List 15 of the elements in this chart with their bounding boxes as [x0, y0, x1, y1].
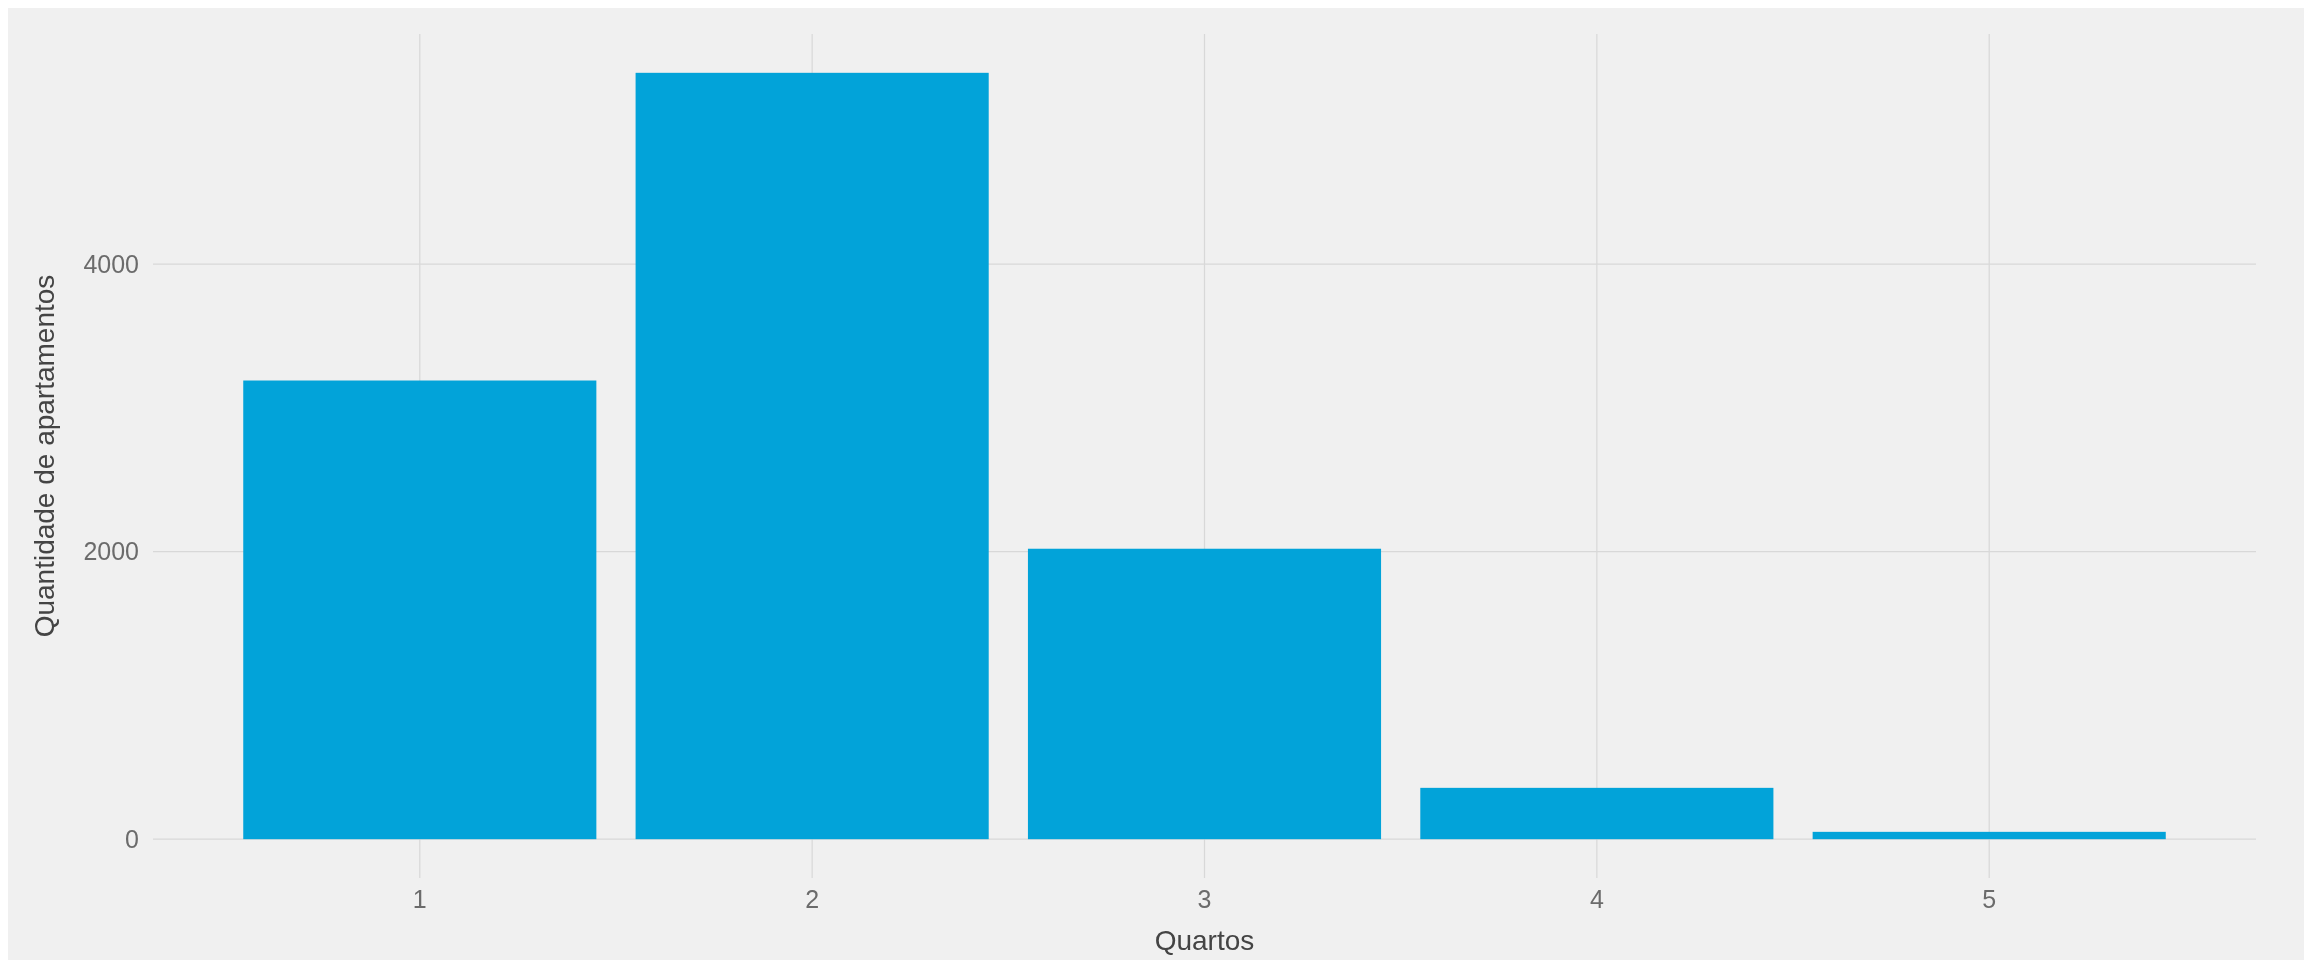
bar — [635, 72, 989, 840]
x-tick-label: 2 — [805, 885, 820, 913]
x-tick-label: 3 — [1197, 885, 1212, 913]
x-tick-label: 1 — [412, 885, 427, 913]
y-tick-label: 2000 — [83, 537, 139, 566]
bar — [1812, 831, 2166, 840]
bar — [1027, 548, 1382, 840]
bar — [1420, 787, 1774, 840]
x-tick-label: 4 — [1589, 885, 1604, 913]
bar — [243, 380, 597, 840]
y-axis-title: Quantidade de apartamentos — [29, 274, 60, 638]
y-tick-label: 0 — [125, 824, 139, 853]
x-axis-title: Quartos — [1154, 925, 1255, 956]
x-tick-label: 5 — [1982, 885, 1997, 913]
y-tick-label: 4000 — [83, 249, 139, 278]
